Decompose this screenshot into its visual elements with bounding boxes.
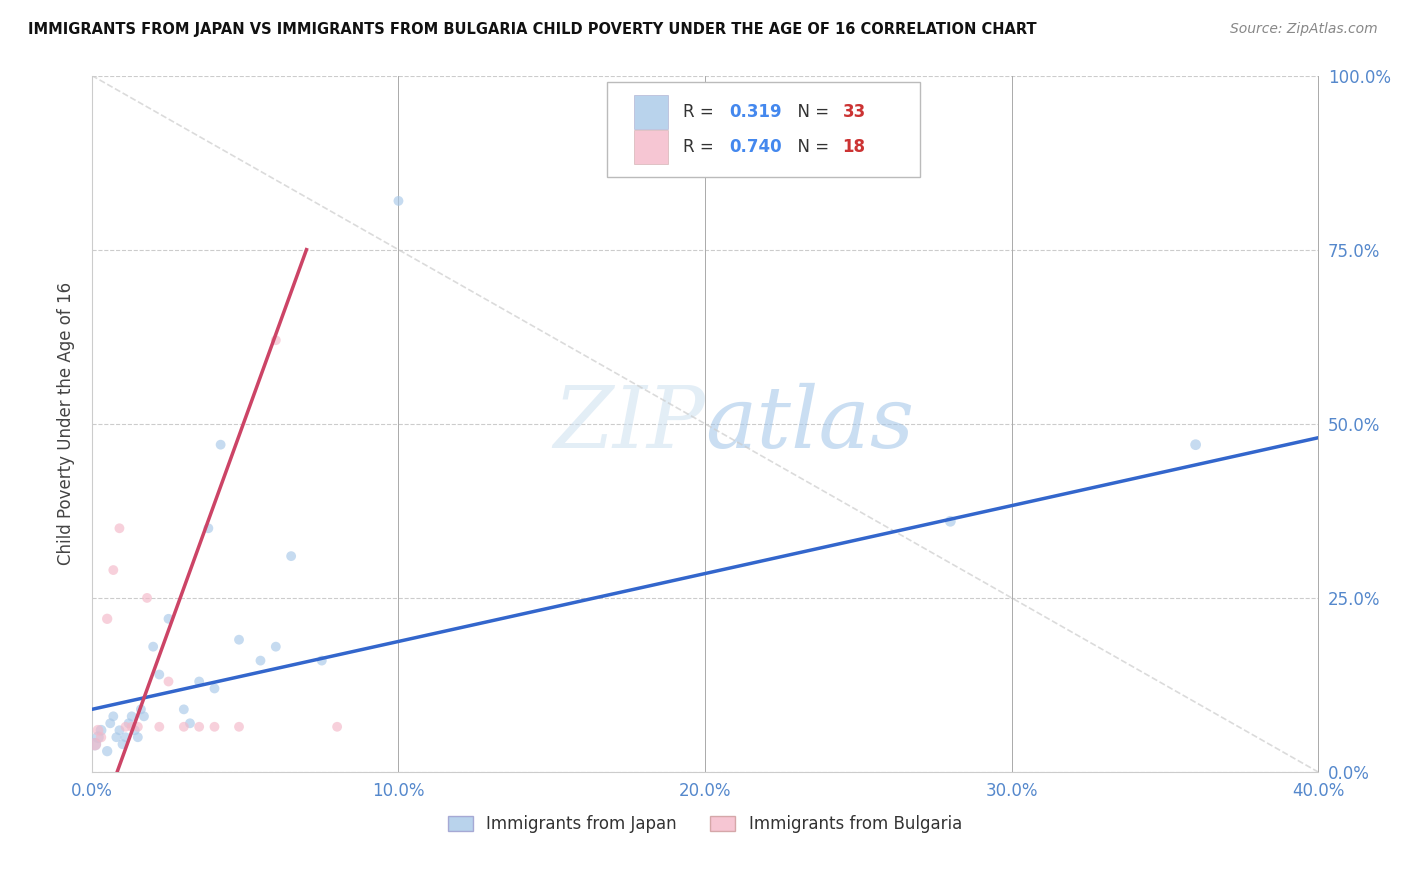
Legend: Immigrants from Japan, Immigrants from Bulgaria: Immigrants from Japan, Immigrants from B… bbox=[449, 815, 962, 833]
Point bbox=[209, 438, 232, 452]
Point bbox=[264, 640, 287, 654]
Text: 33: 33 bbox=[842, 103, 866, 121]
Point bbox=[121, 709, 143, 723]
Point bbox=[188, 674, 211, 689]
Text: 0.740: 0.740 bbox=[730, 138, 782, 156]
Point bbox=[197, 521, 219, 535]
Point bbox=[114, 720, 136, 734]
Point bbox=[132, 709, 155, 723]
Point bbox=[939, 514, 962, 528]
Text: atlas: atlas bbox=[704, 383, 914, 465]
Point bbox=[103, 709, 125, 723]
Point bbox=[204, 681, 226, 696]
Text: N =: N = bbox=[787, 103, 835, 121]
Point bbox=[142, 640, 165, 654]
Text: 0.319: 0.319 bbox=[730, 103, 782, 121]
Point bbox=[114, 730, 136, 744]
Point bbox=[204, 720, 226, 734]
Point bbox=[173, 720, 195, 734]
Point bbox=[387, 194, 409, 208]
Text: 18: 18 bbox=[842, 138, 866, 156]
Point bbox=[326, 720, 349, 734]
Point bbox=[87, 730, 110, 744]
Point bbox=[173, 702, 195, 716]
Y-axis label: Child Poverty Under the Age of 16: Child Poverty Under the Age of 16 bbox=[58, 282, 75, 566]
FancyBboxPatch shape bbox=[634, 130, 668, 164]
Point bbox=[127, 730, 149, 744]
Point bbox=[157, 674, 180, 689]
Point bbox=[84, 737, 107, 751]
Point bbox=[96, 744, 118, 758]
Point bbox=[96, 612, 118, 626]
Point bbox=[117, 716, 139, 731]
Point bbox=[228, 632, 250, 647]
Text: Source: ZipAtlas.com: Source: ZipAtlas.com bbox=[1230, 22, 1378, 37]
Point bbox=[84, 737, 107, 751]
Point bbox=[188, 720, 211, 734]
Point bbox=[148, 667, 170, 681]
Point bbox=[129, 702, 152, 716]
Point bbox=[136, 591, 159, 605]
Point bbox=[90, 730, 112, 744]
FancyBboxPatch shape bbox=[634, 95, 668, 128]
Point bbox=[87, 723, 110, 738]
Point bbox=[105, 730, 128, 744]
Point bbox=[311, 654, 333, 668]
Point bbox=[249, 654, 271, 668]
Point bbox=[1184, 438, 1206, 452]
Text: ZIP: ZIP bbox=[553, 383, 704, 465]
Point bbox=[124, 723, 146, 738]
Point bbox=[280, 549, 302, 563]
Point bbox=[228, 720, 250, 734]
Text: R =: R = bbox=[683, 138, 718, 156]
Point bbox=[108, 521, 131, 535]
Text: IMMIGRANTS FROM JAPAN VS IMMIGRANTS FROM BULGARIA CHILD POVERTY UNDER THE AGE OF: IMMIGRANTS FROM JAPAN VS IMMIGRANTS FROM… bbox=[28, 22, 1036, 37]
Point bbox=[148, 720, 170, 734]
Point bbox=[103, 563, 125, 577]
Point bbox=[157, 612, 180, 626]
Point bbox=[90, 723, 112, 738]
Text: N =: N = bbox=[787, 138, 835, 156]
Point bbox=[108, 723, 131, 738]
Point bbox=[179, 716, 201, 731]
FancyBboxPatch shape bbox=[607, 82, 920, 177]
Point bbox=[98, 716, 121, 731]
Point bbox=[264, 333, 287, 347]
Point bbox=[111, 737, 134, 751]
Text: R =: R = bbox=[683, 103, 718, 121]
Point bbox=[127, 720, 149, 734]
Point bbox=[121, 720, 143, 734]
